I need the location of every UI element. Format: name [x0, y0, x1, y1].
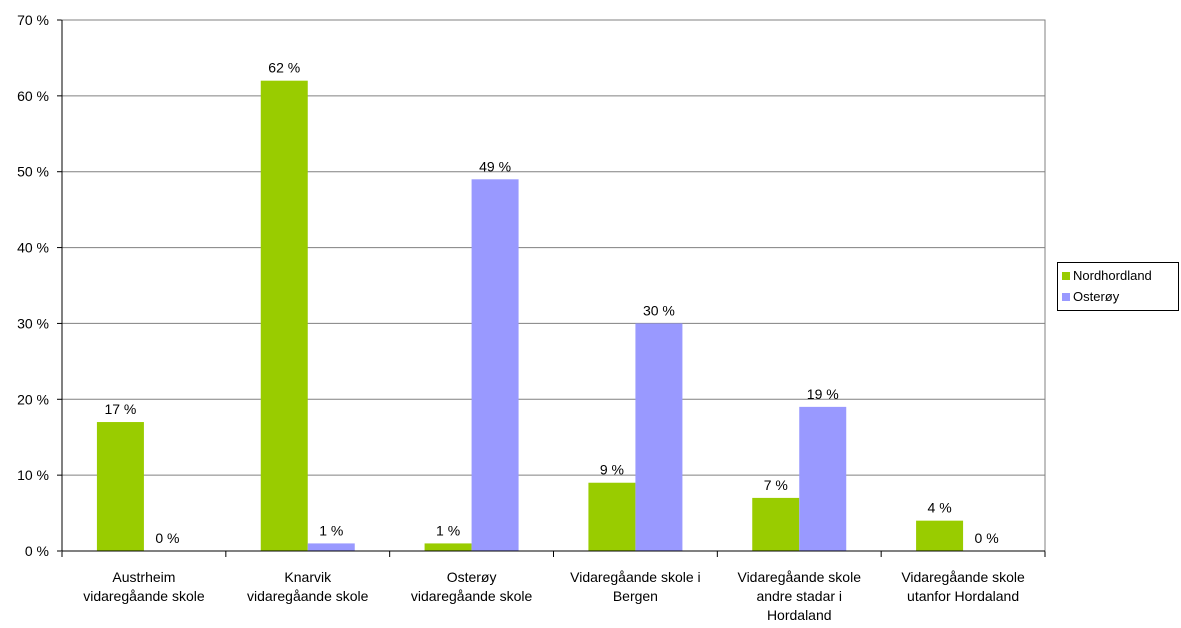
x-tick-label-line: Austrheim [112, 569, 175, 585]
legend-label-osteroy: Osterøy [1073, 289, 1120, 304]
y-tick-label: 10 % [17, 467, 49, 483]
y-axis-ticks: 0 % 10 % 20 % 30 % 40 % 50 % 60 % 70 % [17, 12, 62, 559]
x-tick-label-line: Vidaregåande skole [737, 569, 861, 585]
x-tick-label-line: andre stadar i [756, 588, 842, 604]
x-tick-label-line: utanfor Hordaland [907, 588, 1019, 604]
data-label: 9 % [600, 462, 624, 478]
x-tick-label: Osterøy vidaregåande skole [411, 569, 533, 604]
bar [471, 179, 519, 552]
x-tick-label-line: vidaregåande skole [83, 588, 205, 604]
bar [799, 406, 847, 551]
x-tick-label-line: Knarvik [284, 569, 332, 585]
data-label: 0 % [975, 530, 999, 546]
data-label: 1 % [319, 522, 343, 538]
bar [752, 497, 800, 551]
bars [96, 80, 964, 552]
data-label: 0 % [155, 530, 179, 546]
x-tick-label: Knarvik vidaregåande skole [247, 569, 369, 604]
x-tick-label: Vidaregåande skole i Bergen [570, 569, 701, 604]
y-tick-label: 20 % [17, 391, 49, 407]
x-tick-label-line: Hordaland [767, 607, 832, 623]
bar [96, 422, 144, 551]
bar [588, 482, 636, 551]
y-tick-label: 30 % [17, 315, 49, 331]
y-tick-label: 70 % [17, 12, 49, 28]
axes [61, 19, 1046, 552]
legend-label-nordhordland: Nordhordland [1073, 268, 1152, 283]
y-tick-label: 0 % [25, 543, 49, 559]
y-tick-label: 60 % [17, 88, 49, 104]
x-axis-ticks: Austrheim vidaregåande skole Knarvik vidare… [61, 551, 1046, 623]
data-label: 4 % [928, 500, 952, 516]
bar [307, 543, 355, 551]
data-label: 17 % [104, 401, 136, 417]
gridlines [62, 19, 1045, 476]
x-tick-label: Vidaregåande skole utanfor Hordaland [901, 569, 1025, 604]
data-label: 1 % [436, 522, 460, 538]
x-tick-label-line: vidaregåande skole [247, 588, 369, 604]
legend-swatch-osteroy [1062, 292, 1070, 301]
x-tick-label: Vidaregåande skole andre stadar i Hordalan… [737, 569, 861, 623]
bar [424, 543, 472, 551]
x-tick-label-line: Bergen [613, 588, 658, 604]
legend-swatch-nordhordland [1062, 271, 1070, 280]
bar [635, 323, 683, 551]
x-tick-label-line: Vidaregåande skole [901, 569, 1025, 585]
plot-border [61, 19, 1046, 552]
data-label: 19 % [807, 386, 839, 402]
bar [916, 520, 964, 551]
data-label: 7 % [764, 477, 788, 493]
data-label: 49 % [479, 158, 511, 174]
legend-item-osteroy: Osterøy [1062, 286, 1174, 307]
y-tick-label: 40 % [17, 240, 49, 256]
bar [260, 80, 308, 551]
x-tick-label-line: Osterøy [447, 569, 497, 585]
data-label: 62 % [268, 60, 300, 76]
legend: Nordhordland Osterøy [1057, 262, 1179, 311]
data-label: 30 % [643, 302, 675, 318]
legend-item-nordhordland: Nordhordland [1062, 265, 1174, 286]
x-tick-label: Austrheim vidaregåande skole [83, 569, 205, 604]
x-tick-label-line: vidaregåande skole [411, 588, 533, 604]
data-labels: 17 % 62 % 1 % 9 % 7 % 4 % 0 % 1 % 49 % 30 % 19 % 0 … [104, 60, 998, 546]
y-tick-label: 50 % [17, 164, 49, 180]
x-tick-label-line: Vidaregåande skole i [570, 569, 701, 585]
